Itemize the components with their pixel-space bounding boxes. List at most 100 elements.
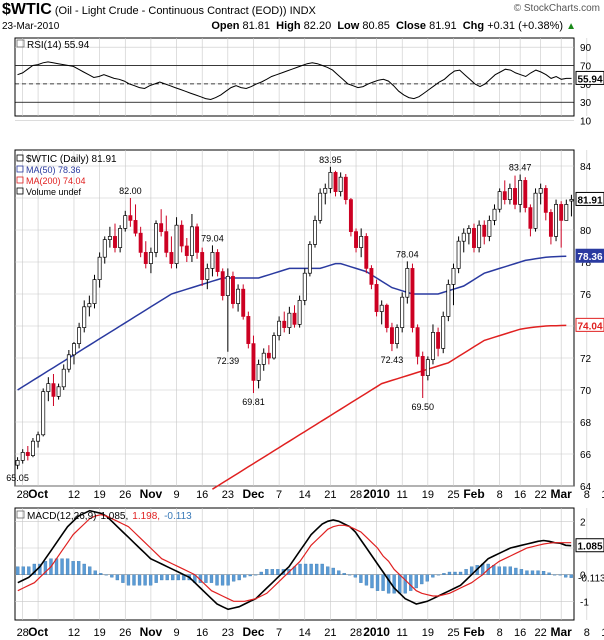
macd-histogram-bar <box>420 574 424 585</box>
price-legend-icon <box>16 165 24 173</box>
macd-current-tag: 1.085 <box>577 542 602 553</box>
price-tick-label: 72 <box>580 354 592 365</box>
date-label: 7 <box>276 627 282 639</box>
date-label: Nov <box>140 625 163 639</box>
macd-histogram-bar <box>82 563 86 575</box>
macd-histogram-bar <box>76 561 81 575</box>
candle-body <box>246 316 251 344</box>
date-label: 26 <box>119 489 131 501</box>
macd-histogram-bar <box>414 574 418 589</box>
macd-histogram-bar <box>27 566 31 575</box>
candle-body <box>338 176 343 192</box>
candle-body <box>179 224 184 247</box>
date-label: 25 <box>447 627 459 639</box>
candle-body <box>564 204 569 221</box>
open-label: Open <box>211 20 240 32</box>
candle-body <box>225 276 230 296</box>
candle-body <box>513 188 517 205</box>
price-legend-entry: $WTIC (Daily) 81.91 <box>26 154 117 165</box>
candle-body <box>533 192 538 229</box>
date-label: 23 <box>222 489 234 501</box>
chg-label: Chg <box>462 20 485 32</box>
price-tick-label: 84 <box>580 162 592 173</box>
date-label: 8 <box>497 489 503 501</box>
macd-histogram-value: -0.113 <box>578 574 604 585</box>
ma200-tag: 74.04 <box>577 321 602 332</box>
date-label: 7 <box>276 489 282 501</box>
macd-histogram-bar <box>220 574 225 586</box>
date-label: 16 <box>514 627 526 639</box>
candle-body <box>466 228 471 234</box>
price-legend-entry: Volume undef <box>26 187 82 197</box>
candle-body <box>174 224 179 264</box>
macd-histogram-bar <box>342 573 346 575</box>
macd-histogram-bar <box>248 574 252 577</box>
price-annotation: 69.50 <box>411 402 434 412</box>
candle-body <box>436 332 441 349</box>
candle-body <box>236 288 241 304</box>
date-label: 15 <box>601 489 604 501</box>
candle-body <box>241 288 246 317</box>
price-annotation: 79.04 <box>201 233 224 243</box>
macd-histogram-bar <box>137 574 142 586</box>
macd-histogram-bar <box>143 574 147 586</box>
macd-histogram-bar <box>558 574 562 576</box>
price-annotation: 83.95 <box>319 155 342 165</box>
high-value: 82.20 <box>303 20 332 32</box>
date-label: Oct <box>28 487 48 501</box>
candle-body <box>456 240 461 269</box>
date-label: 2010 <box>363 487 390 501</box>
macd-histogram-bar <box>165 574 169 581</box>
candle-body <box>492 208 497 221</box>
price-annotation: 69.81 <box>242 397 265 407</box>
macd-histogram-bar <box>104 574 108 576</box>
price-tick-label: 78 <box>580 258 592 269</box>
date-label: 19 <box>93 627 105 639</box>
candle-body <box>482 224 487 237</box>
candle-body <box>369 268 374 285</box>
macd-histogram-bar <box>276 569 280 575</box>
candle-body <box>41 391 46 436</box>
date-label: 19 <box>93 489 105 501</box>
macd-histogram-bar <box>65 558 70 575</box>
candle-body <box>292 312 297 325</box>
date-label: Feb <box>463 625 484 639</box>
macd-histogram-bar <box>552 574 557 576</box>
macd-histogram-bar <box>154 574 158 583</box>
candle-body <box>143 252 148 264</box>
macd-histogram-bar <box>126 574 131 586</box>
candle-body <box>20 452 25 461</box>
price-annotation: 78.04 <box>396 249 419 259</box>
date-label: 12 <box>68 627 80 639</box>
candle-body <box>113 236 117 248</box>
rsi-current-tag-box <box>575 70 604 85</box>
date-label: 14 <box>299 627 311 639</box>
date-label: 11 <box>396 627 407 639</box>
candle-body <box>451 268 456 285</box>
date-label: 16 <box>196 489 208 501</box>
macd-histogram-bar <box>409 574 413 591</box>
candle-body <box>272 335 276 359</box>
macd-title-part: MACD(12,26,9) <box>27 511 96 522</box>
candle-body <box>431 332 435 360</box>
price-legend-entry: MA(50) 78.36 <box>26 165 81 175</box>
exchange-label: INDX <box>289 5 316 17</box>
price-annotation: 65.05 <box>6 473 29 483</box>
macd-histogram-bar <box>303 563 308 575</box>
candle-body <box>97 256 102 280</box>
candle-body <box>159 223 164 232</box>
candle-body <box>374 284 379 312</box>
macd-histogram-bar <box>503 566 507 575</box>
macd-histogram-bar <box>93 570 97 575</box>
macd-histogram-bar <box>204 574 208 583</box>
candle-body <box>359 236 364 248</box>
macd-histogram-bar <box>392 574 396 594</box>
date-label: 9 <box>173 627 179 639</box>
candle-body <box>82 306 87 328</box>
macd-histogram-bar <box>386 574 391 594</box>
macd-title-part: -0.113 <box>164 511 192 522</box>
macd-histogram-bar <box>436 574 441 576</box>
candle-body <box>446 284 451 317</box>
candle-body <box>287 312 292 328</box>
